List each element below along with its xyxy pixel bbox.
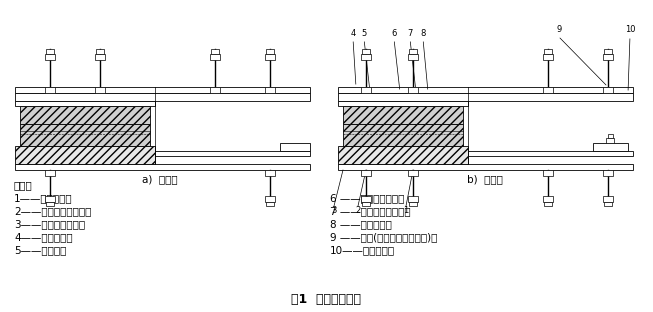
Text: a)  纵桥向: a) 纵桥向 xyxy=(142,174,178,184)
Bar xyxy=(543,196,553,202)
Bar xyxy=(361,87,371,93)
Text: 4——上支座板；: 4——上支座板； xyxy=(14,232,72,242)
Bar xyxy=(15,164,310,170)
Bar xyxy=(362,202,370,206)
Bar xyxy=(210,87,220,93)
Bar xyxy=(20,106,150,124)
Bar xyxy=(603,196,613,202)
Bar xyxy=(604,49,612,54)
Bar xyxy=(266,202,274,206)
Bar xyxy=(543,54,553,60)
Text: 6: 6 xyxy=(391,29,396,38)
Bar xyxy=(343,124,463,146)
Text: 2——球面非金属滑板；: 2——球面非金属滑板； xyxy=(14,206,91,216)
Bar xyxy=(606,138,614,143)
Text: 3——球面不锈钢板；: 3——球面不锈钢板； xyxy=(14,219,85,229)
Bar xyxy=(46,49,54,54)
Bar xyxy=(15,87,310,93)
Bar xyxy=(543,87,553,93)
Bar xyxy=(603,170,613,176)
Text: 6 ——平面不锈钢板；: 6 ——平面不锈钢板； xyxy=(330,193,404,203)
Bar xyxy=(265,54,275,60)
Bar xyxy=(15,146,155,164)
Bar xyxy=(265,170,275,176)
Text: 9: 9 xyxy=(556,25,562,34)
Bar xyxy=(608,134,613,138)
Bar xyxy=(265,196,275,202)
Bar xyxy=(408,196,418,202)
Text: 9 ——锚栓(螺栓、套筒和螺杆)；: 9 ——锚栓(螺栓、套筒和螺杆)； xyxy=(330,232,438,242)
Bar xyxy=(46,202,54,206)
Bar xyxy=(96,49,104,54)
Bar xyxy=(265,87,275,93)
Text: 3: 3 xyxy=(331,206,337,215)
Bar xyxy=(543,170,553,176)
Bar xyxy=(45,170,55,176)
Bar xyxy=(211,49,219,54)
Bar xyxy=(338,164,633,170)
Bar xyxy=(408,54,418,60)
Bar xyxy=(361,54,371,60)
Text: 8: 8 xyxy=(421,29,426,38)
Bar xyxy=(45,87,55,93)
Bar xyxy=(280,143,310,151)
Bar xyxy=(338,93,633,101)
Text: 图1  多向活动支座: 图1 多向活动支座 xyxy=(291,293,361,306)
Bar xyxy=(362,49,370,54)
Bar xyxy=(593,143,628,151)
Bar xyxy=(603,87,613,93)
Bar xyxy=(45,54,55,60)
Bar xyxy=(95,54,105,60)
Text: 5——密封环；: 5——密封环； xyxy=(14,245,67,255)
Bar xyxy=(361,196,371,202)
Bar xyxy=(409,49,417,54)
Bar xyxy=(45,196,55,202)
Bar xyxy=(95,87,105,93)
Text: 10——防尘围板。: 10——防尘围板。 xyxy=(330,245,395,255)
Text: b)  横桥向: b) 横桥向 xyxy=(467,174,503,184)
Bar xyxy=(544,49,552,54)
Bar xyxy=(338,101,468,106)
Text: 7 ——平面非金属滑板；: 7 ——平面非金属滑板； xyxy=(330,206,411,216)
Bar xyxy=(338,146,468,164)
Text: 1: 1 xyxy=(404,206,409,215)
Bar xyxy=(361,170,371,176)
Bar xyxy=(20,124,150,146)
Bar xyxy=(408,170,418,176)
Text: 5: 5 xyxy=(361,29,366,38)
Bar xyxy=(603,54,613,60)
Bar xyxy=(409,202,417,206)
Bar xyxy=(338,87,633,93)
Bar xyxy=(15,101,155,106)
Text: 4: 4 xyxy=(351,29,356,38)
Bar xyxy=(155,151,310,156)
Text: 7: 7 xyxy=(407,29,413,38)
Bar xyxy=(343,106,463,124)
Bar xyxy=(544,202,552,206)
Text: 2: 2 xyxy=(355,206,360,215)
Text: 说明：: 说明： xyxy=(14,180,33,190)
Text: 1——下支座板；: 1——下支座板； xyxy=(14,193,72,203)
Bar xyxy=(468,151,633,156)
Text: 10: 10 xyxy=(625,25,635,34)
Bar xyxy=(15,93,310,101)
Bar xyxy=(210,54,220,60)
Bar xyxy=(266,49,274,54)
Bar xyxy=(604,202,612,206)
Text: 8 ——球冠衬板；: 8 ——球冠衬板； xyxy=(330,219,392,229)
Bar xyxy=(408,87,418,93)
